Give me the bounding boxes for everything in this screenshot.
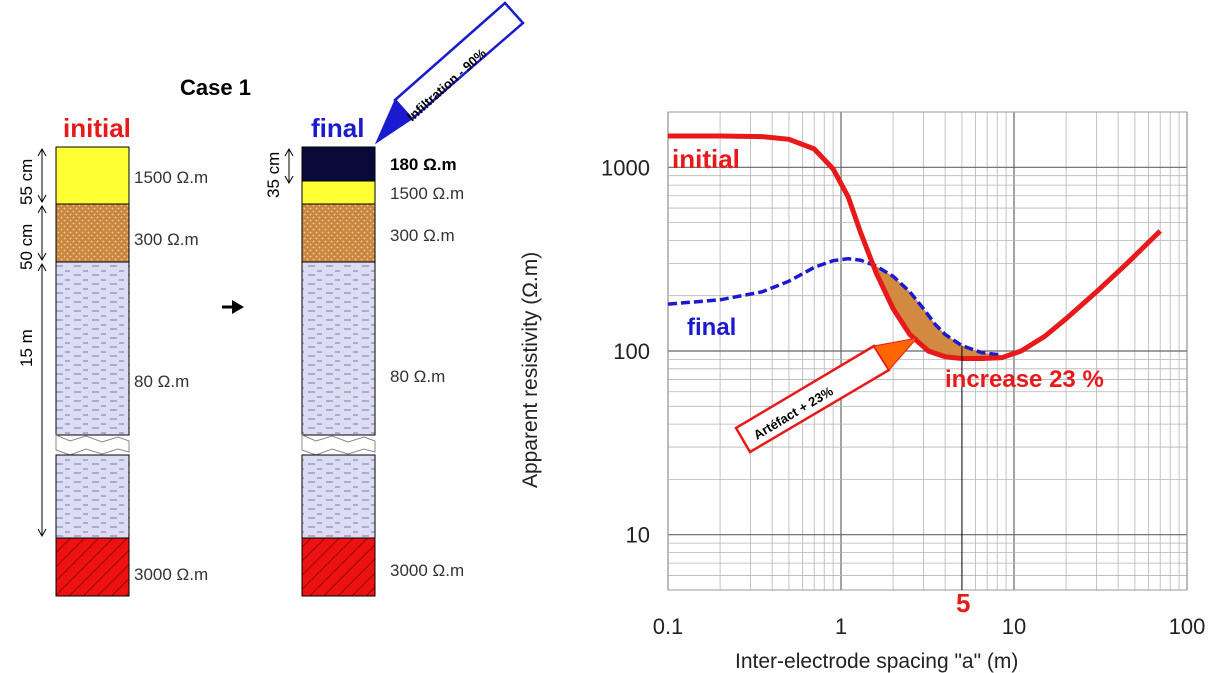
- final-res-3000: 3000 Ω.m: [390, 561, 464, 580]
- layer-lavender-lower: [55, 454, 130, 539]
- break-symbol: [55, 434, 130, 456]
- plot-frame: [667, 111, 1188, 591]
- dim-35cm: 35 cm: [264, 152, 283, 198]
- initial-res-1500: 1500 Ω.m: [134, 168, 208, 187]
- layer-navy: [301, 146, 376, 182]
- x-tick-label: 0.1: [653, 614, 684, 639]
- series-final-label: final: [687, 314, 736, 341]
- final-res-1500: 1500 Ω.m: [390, 184, 464, 203]
- dim-55cm: 55 cm: [17, 159, 36, 205]
- y-tick-labels: 10 100 1000: [601, 155, 650, 547]
- x-tick-label: 10: [1002, 614, 1026, 639]
- transition-arrow-icon: [222, 300, 244, 314]
- x-tick-label: 100: [1169, 614, 1206, 639]
- break-symbol: [301, 434, 376, 456]
- initial-res-80: 80 Ω.m: [134, 372, 189, 391]
- final-res-300: 300 Ω.m: [390, 226, 455, 245]
- marker-value-label: 5: [956, 588, 970, 618]
- initial-soil-column: [55, 146, 130, 597]
- layer-brown: [55, 203, 130, 263]
- initial-dimension-lines: [37, 147, 47, 538]
- final-res-80: 80 Ω.m: [390, 367, 445, 386]
- artefact-area: [868, 254, 1002, 359]
- layer-red-base: [55, 537, 130, 597]
- layer-lavender-upper: [55, 261, 130, 436]
- initial-res-300: 300 Ω.m: [134, 230, 199, 249]
- layer-brown: [301, 203, 376, 263]
- final-soil-column: [301, 146, 376, 597]
- resistivity-chart: 0.1 1 10 100 10 100 1000: [601, 111, 1206, 639]
- case-title: Case 1: [180, 75, 251, 100]
- layer-lavender-upper: [301, 261, 376, 436]
- series-initial-line: [668, 133, 1162, 361]
- series-initial-label: initial: [672, 144, 740, 174]
- final-res-180: 180 Ω.m: [390, 155, 457, 174]
- y-tick-label: 100: [613, 339, 650, 364]
- x-tick-labels: 0.1 1 10 100: [653, 614, 1206, 639]
- x-tick-label: 1: [835, 614, 847, 639]
- dim-15m: 15 m: [17, 329, 36, 367]
- increase-annotation: increase 23 %: [945, 366, 1104, 393]
- infiltration-callout: Infiltration - 90%: [374, 1, 525, 145]
- initial-res-3000: 3000 Ω.m: [134, 565, 208, 584]
- final-column-label: final: [311, 113, 364, 143]
- layer-yellow: [301, 180, 376, 205]
- initial-column-label: initial: [63, 113, 131, 143]
- dim-50cm: 50 cm: [17, 224, 36, 270]
- layer-yellow: [55, 146, 130, 205]
- final-dimension-lines: [284, 147, 294, 185]
- y-tick-label: 1000: [601, 155, 650, 180]
- layer-lavender-lower: [301, 454, 376, 539]
- y-axis-title: Apparent resistivity (Ω.m): [519, 252, 542, 488]
- y-tick-label: 10: [626, 523, 650, 548]
- layer-red-base: [301, 537, 376, 597]
- x-axis-title: Inter-electrode spacing "a" (m): [735, 650, 1018, 673]
